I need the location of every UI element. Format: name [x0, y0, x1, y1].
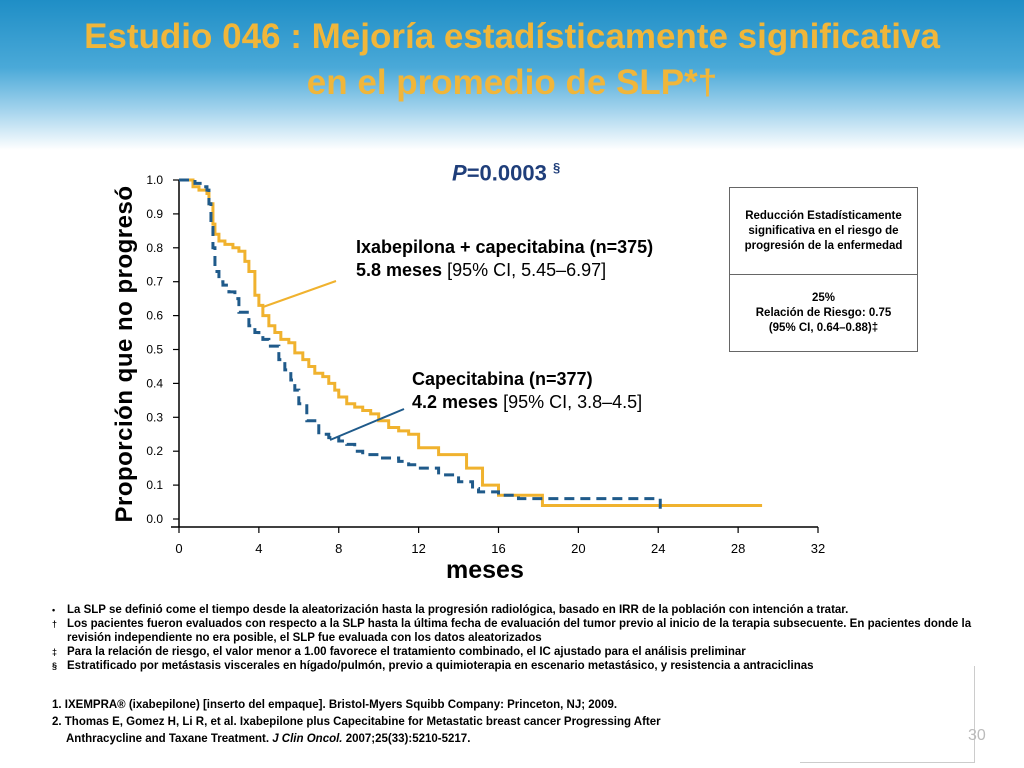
label-ixabepilona-name: Ixabepilona + capecitabina (n=375): [356, 237, 654, 257]
y-tick-label: 0.8: [146, 241, 163, 255]
y-tick-label: 0.7: [146, 275, 163, 289]
reference-2-journal: J Clin Oncol.: [272, 733, 343, 745]
x-tick-label: 16: [491, 541, 505, 556]
y-tick-label: 0.2: [146, 444, 163, 458]
footnote-mark: ‡: [52, 647, 58, 657]
hazard-ratio-ci: (95% CI, 0.64–0.88)‡: [768, 321, 879, 334]
footnote: ‡ Para la relación de riesgo, el valor me…: [52, 645, 972, 659]
reference-2: 2. Thomas E, Gomez H, Li R, et al. Ixabe…: [52, 715, 952, 747]
footnote: • La SLP se definió come el tiempo desde …: [52, 603, 972, 617]
label-ixabepilona-median-line: 5.8 meses [95% CI, 5.45–6.97]: [356, 259, 653, 282]
x-axis-label: meses: [446, 556, 524, 584]
label-ixabepilona-ci: [95% CI, 5.45–6.97]: [442, 260, 607, 280]
y-tick-label: 0.3: [146, 410, 163, 424]
references: 1. IXEMPRA® (ixabepilone) [inserto del e…: [52, 698, 952, 749]
label-capecitabina-ci: [95% CI, 3.8–4.5]: [498, 392, 643, 412]
title-line-2: en el promedio de SLP*†: [306, 63, 718, 102]
reference-2-line-1: 2. Thomas E, Gomez H, Li R, et al. Ixabe…: [52, 716, 661, 728]
footnote-text: Estratificado por metástasis viscerales …: [67, 660, 814, 672]
x-tick-label: 4: [255, 541, 262, 556]
label-ixabepilona-median: 5.8 meses: [356, 260, 443, 280]
x-tick-label: 28: [731, 541, 745, 556]
p-value-text: =0.0003: [466, 160, 547, 186]
reference-1: 1. IXEMPRA® (ixabepilone) [inserto del e…: [52, 699, 618, 711]
header-banner: [0, 0, 1024, 150]
hazard-ratio-header: Reducción Estadísticamente significativa…: [730, 188, 917, 275]
label-capecitabina-median-line: 4.2 meses [95% CI, 3.8–4.5]: [412, 391, 642, 414]
x-tick-label: 0: [175, 541, 182, 556]
label-capecitabina-name: Capecitabina (n=377): [412, 369, 593, 389]
x-tick-label: 12: [411, 541, 425, 556]
hazard-ratio-value: Relación de Riesgo: 0.75: [755, 306, 892, 319]
footnote-text: La SLP se definió come el tiempo desde l…: [67, 604, 849, 616]
series-line-capecitabina: [179, 178, 662, 513]
leader-lines: [262, 280, 405, 441]
y-tick-label: 0.9: [146, 207, 163, 221]
y-tick-label: 0.1: [146, 478, 163, 492]
label-ixabepilona: Ixabepilona + capecitabina (n=375) 5.8 m…: [356, 236, 653, 282]
chart-series: [179, 178, 763, 513]
page-number: 30: [968, 727, 986, 744]
y-tick-label: 0.5: [146, 343, 163, 357]
footnotes: • La SLP se definió come el tiempo desde …: [52, 603, 972, 673]
footnote-text: Para la relación de riesgo, el valor men…: [67, 646, 746, 658]
hazard-ratio-values: 25% Relación de Riesgo: 0.75 (95% CI, 0.…: [730, 275, 917, 351]
x-tick-label: 24: [651, 541, 665, 556]
label-capecitabina-median: 4.2 meses: [412, 392, 499, 412]
hazard-ratio-reduction: 25%: [811, 291, 836, 304]
reference-2-citation: 2007;25(33):5210-5217.: [342, 733, 471, 745]
reference-2-line-2: Anthracycline and Taxane Treatment. J Cl…: [52, 732, 952, 747]
leader-line-capecitabina: [329, 408, 405, 441]
series-line-ixabepilona: [179, 178, 763, 507]
page-corner-box: [800, 666, 975, 763]
footnote-mark: §: [52, 661, 58, 671]
x-tick-label: 8: [335, 541, 342, 556]
x-tick-label: 32: [811, 541, 825, 556]
reference-2-title-end: Anthracycline and Taxane Treatment.: [66, 733, 273, 745]
p-value: P=0.0003 §: [452, 160, 560, 186]
chart-axes: 0.0 0.1 0.2 0.3 0.4 0.5 0.6 0.7 0.8 0.9 1.0 0 4 8 12 16…: [146, 173, 825, 556]
footnote-text: Los pacientes fueron evaluados con respe…: [67, 618, 972, 644]
page-title: Estudio 046 : Mejoría estadísticamente s…: [0, 14, 1024, 106]
leader-line-ixabepilona: [262, 280, 337, 308]
footnote-mark: †: [52, 619, 58, 629]
title-line-1: Estudio 046 : Mejoría estadísticamente s…: [84, 17, 940, 56]
x-tick-label: 20: [571, 541, 585, 556]
p-value-prefix: P: [452, 160, 467, 186]
y-tick-label: 0.6: [146, 309, 163, 323]
footnote: † Los pacientes fueron evaluados con resp…: [52, 617, 972, 645]
footnote-mark: •: [52, 605, 56, 615]
label-capecitabina: Capecitabina (n=377) 4.2 meses [95% CI, …: [412, 368, 642, 414]
p-value-sup: §: [552, 160, 561, 175]
y-tick-label: 1.0: [146, 173, 163, 187]
y-tick-label: 0.0: [146, 512, 163, 526]
y-tick-label: 0.4: [146, 376, 163, 390]
hazard-ratio-box: Reducción Estadísticamente significativa…: [729, 187, 918, 352]
footnote: § Estratificado por metástasis viscerales…: [52, 659, 972, 673]
y-axis-label: Proporción que no progresó: [111, 185, 138, 523]
